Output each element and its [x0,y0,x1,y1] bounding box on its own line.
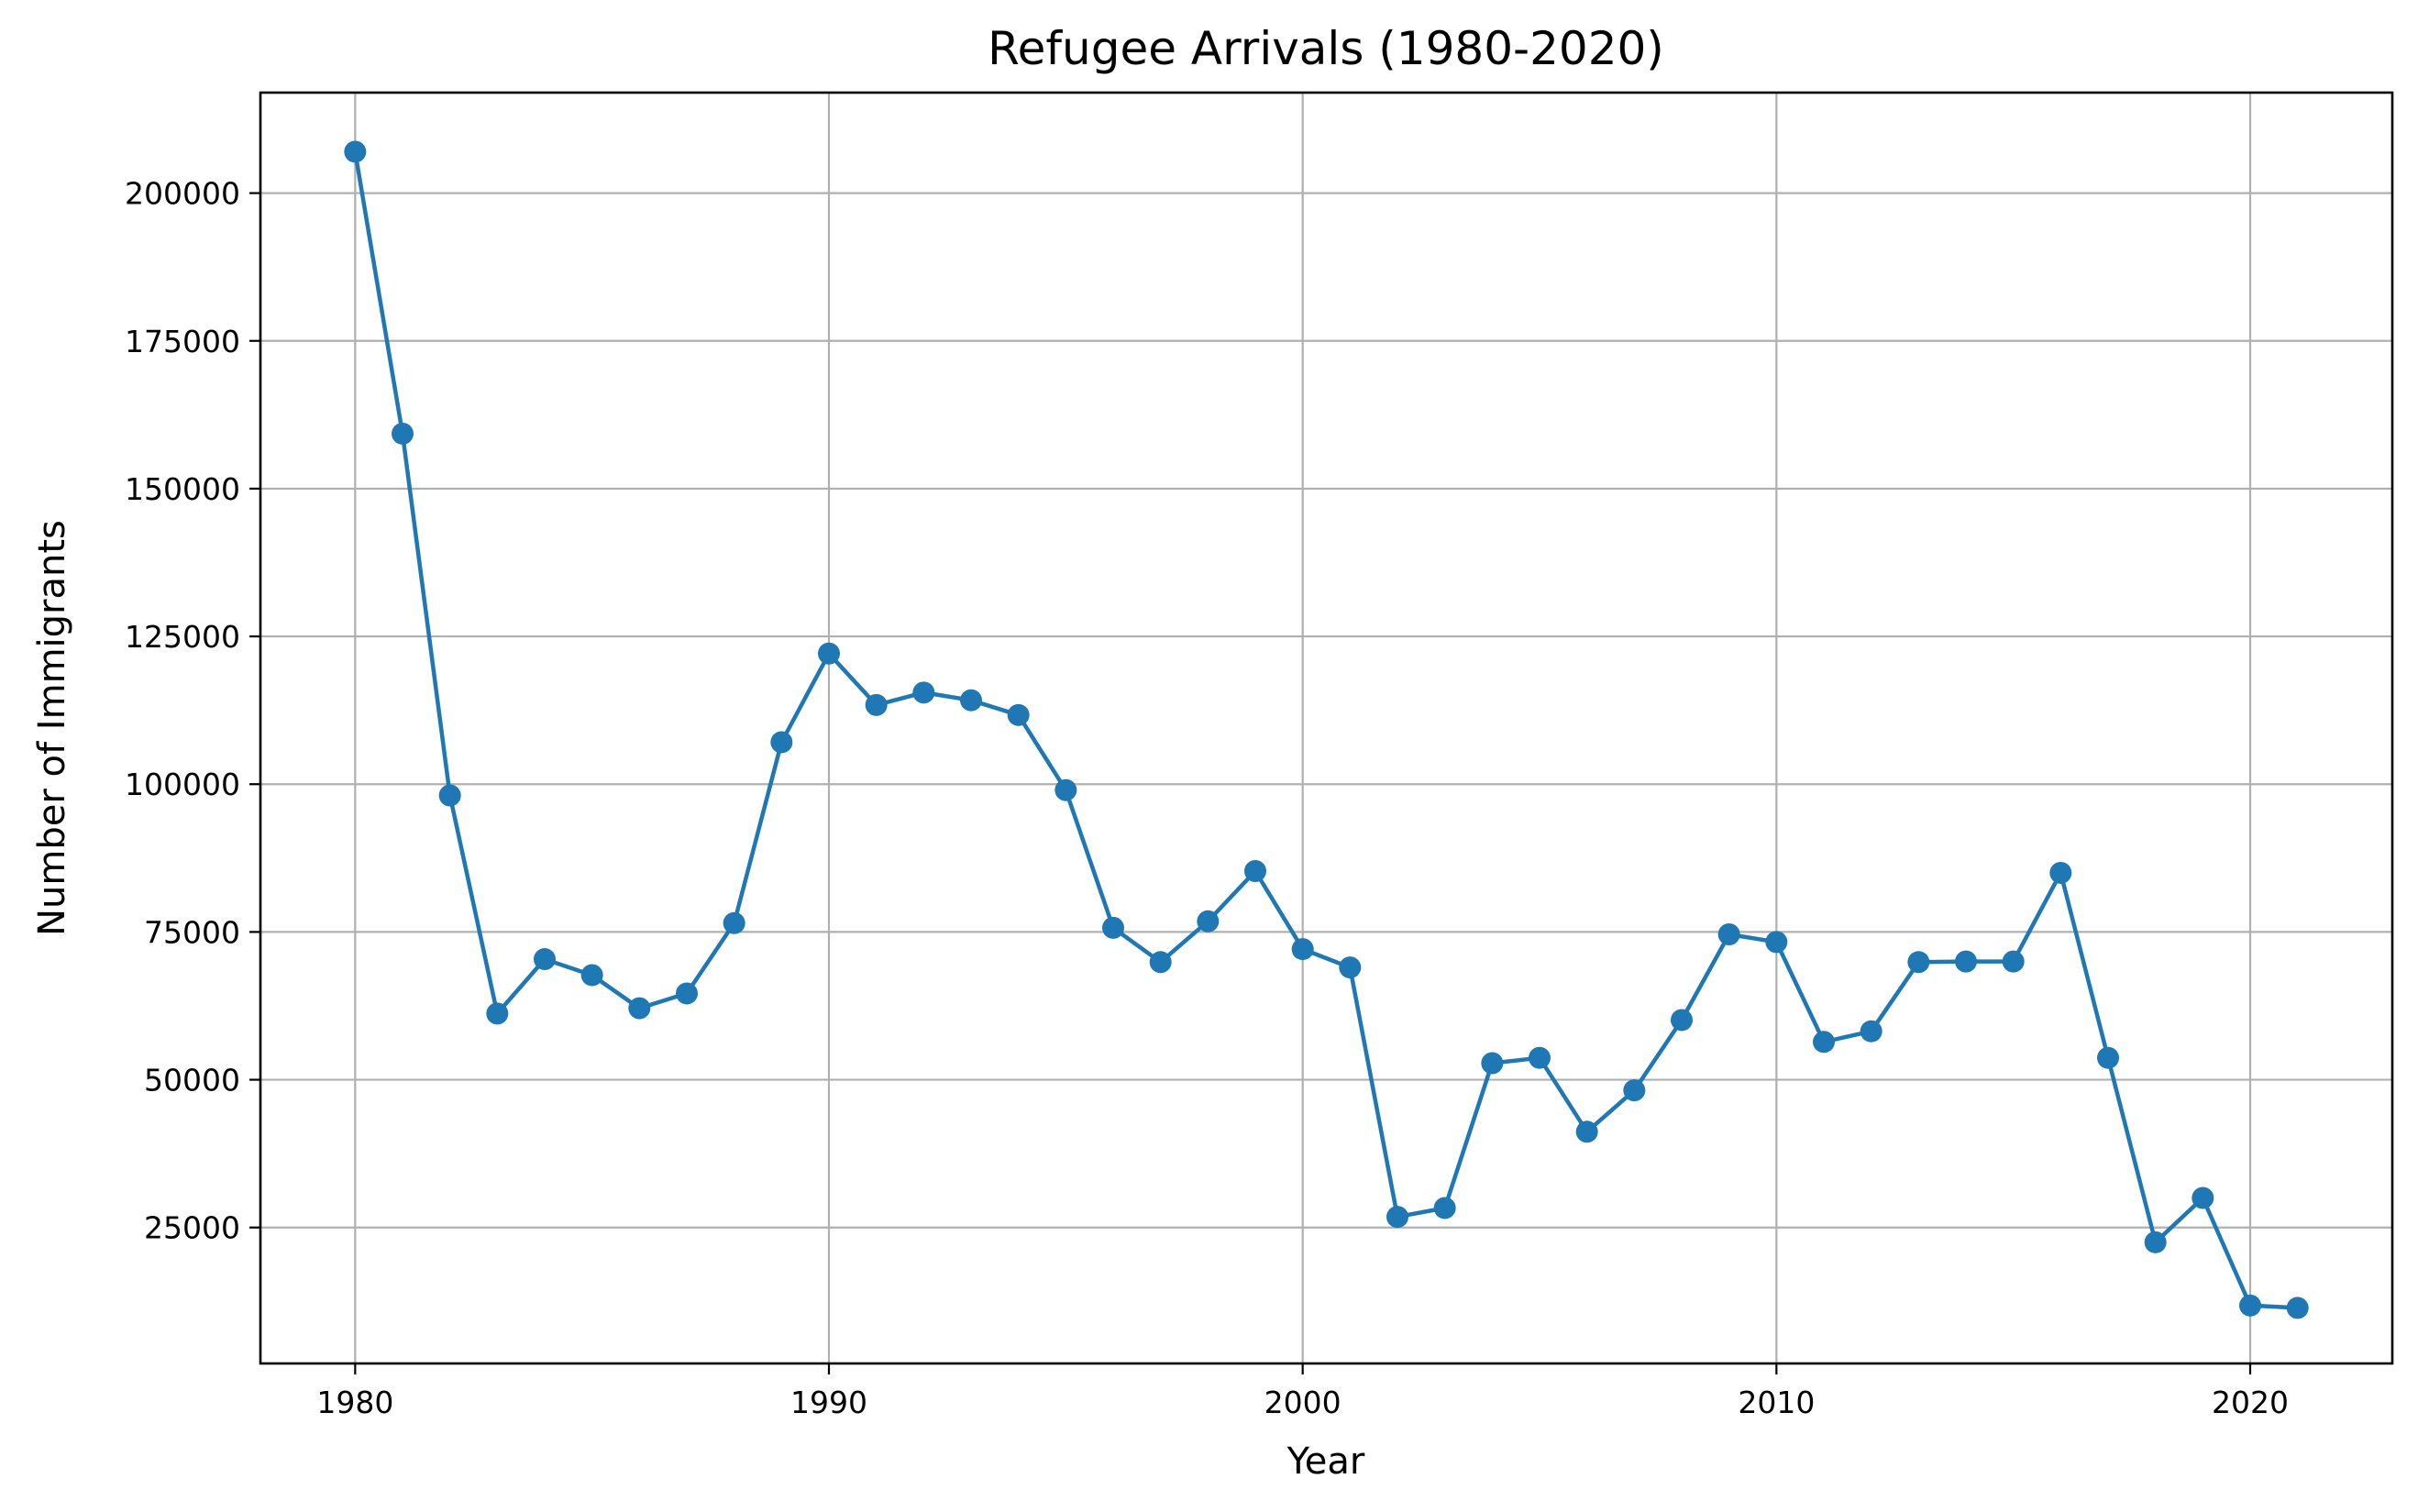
data-point-1980 [344,140,367,163]
x-tick-label: 2010 [1738,1385,1815,1420]
data-point-2016 [2049,861,2072,884]
data-point-1988 [723,911,745,934]
data-point-1981 [392,422,414,445]
data-point-1989 [770,731,793,754]
data-point-1985 [580,964,603,987]
data-point-2013 [1907,951,1930,974]
data-point-2002 [1386,1206,1408,1229]
y-tick-label: 175000 [125,324,240,359]
data-point-1987 [676,982,698,1005]
data-point-1982 [438,784,461,807]
data-point-2000 [1291,938,1314,961]
y-tick-label: 75000 [144,914,240,950]
y-tick-label: 100000 [125,767,240,802]
data-point-1999 [1244,860,1266,883]
chart-title: Refugee Arrivals (1980-2020) [988,22,1664,75]
data-point-2003 [1433,1197,1456,1220]
data-point-2004 [1481,1052,1504,1075]
y-tick-label: 200000 [125,176,240,212]
x-tick-label: 1990 [790,1385,867,1420]
y-tick-label: 150000 [125,471,240,507]
data-point-2017 [2097,1046,2119,1069]
data-point-2010 [1765,931,1788,954]
data-point-1994 [1007,703,1030,726]
y-axis-label: Number of Immigrants [31,520,73,936]
data-point-1998 [1197,910,1220,933]
data-point-1990 [818,642,840,665]
data-point-1984 [534,948,556,971]
grid-lines [260,93,2392,1363]
data-point-2009 [1717,922,1740,945]
data-point-2005 [1529,1046,1551,1069]
data-point-2011 [1813,1031,1835,1054]
data-point-1996 [1102,916,1124,939]
y-tick-label: 25000 [144,1210,240,1246]
data-point-2020 [2239,1294,2261,1317]
data-point-2019 [2192,1186,2214,1209]
x-tick-label: 2020 [2212,1385,2289,1420]
data-point-2021 [2286,1297,2309,1319]
data-point-1991 [865,693,888,716]
data-point-2001 [1339,956,1362,979]
data-point-1997 [1149,951,1172,974]
data-point-1993 [960,689,982,712]
data-point-1995 [1054,778,1077,801]
data-point-2008 [1671,1009,1693,1032]
data-point-1992 [912,681,935,704]
data-point-2014 [1955,950,1977,973]
plot-frame [259,91,2394,1365]
y-tick-label: 125000 [125,619,240,655]
data-point-2018 [2144,1231,2167,1253]
data-point-2012 [1860,1020,1883,1043]
x-tick-label: 1980 [316,1385,393,1420]
data-point-1983 [486,1002,509,1025]
y-tick-label: 50000 [144,1063,240,1098]
data-point-2015 [2002,950,2025,973]
data-point-2007 [1623,1079,1646,1102]
x-tick-label: 2000 [1264,1385,1341,1420]
axis-ticks: 1980 1990 2000 2010 2020 25000 50000 75000 10000… [125,176,2289,1420]
x-axis-label: Year [1286,1440,1365,1483]
data-point-2006 [1575,1120,1598,1143]
data-point-1986 [628,997,651,1020]
series-layer [344,140,2309,1319]
